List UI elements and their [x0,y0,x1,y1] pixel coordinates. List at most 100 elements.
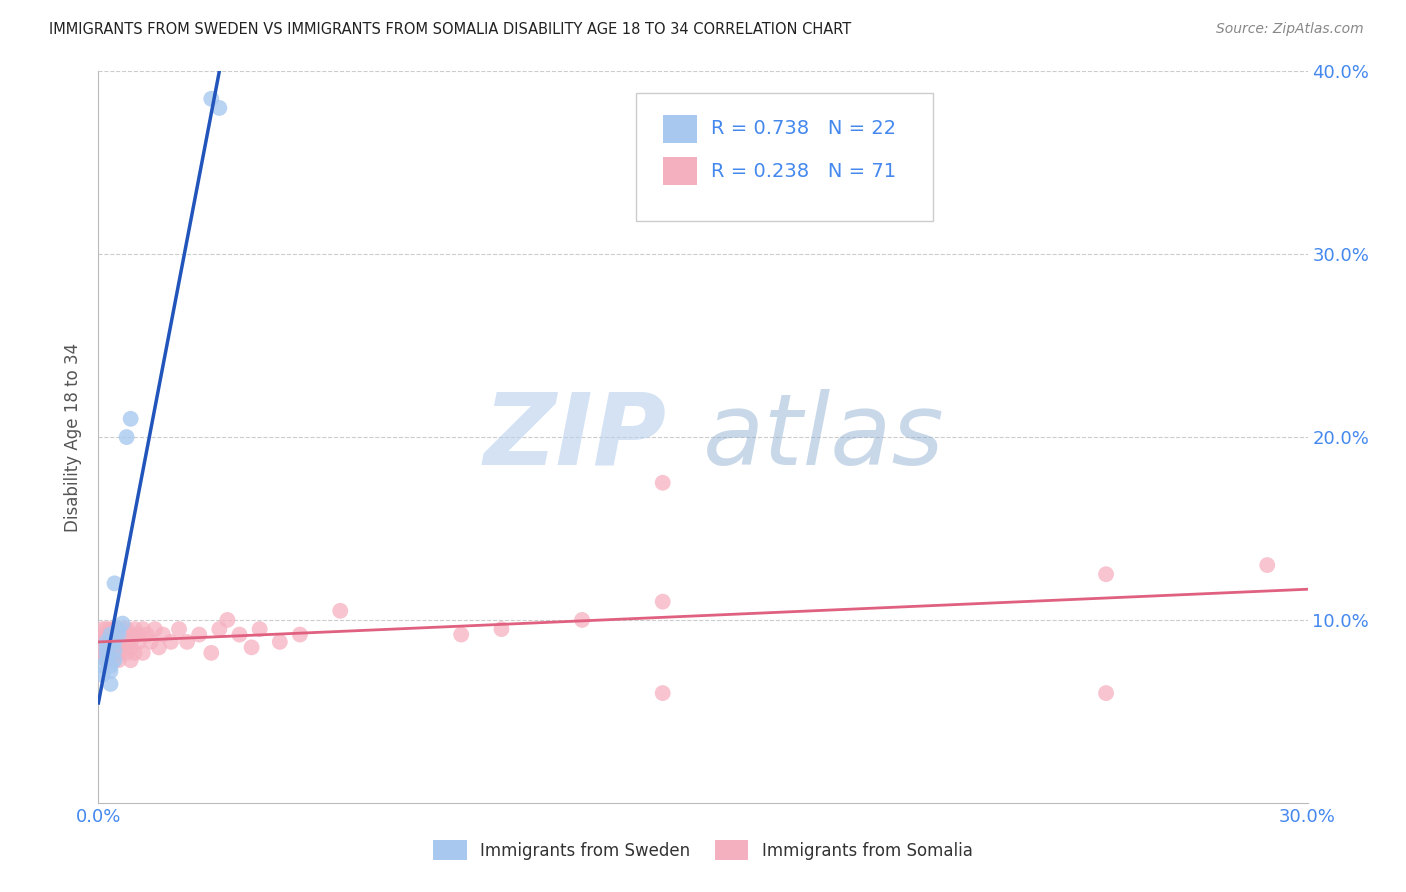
Point [107,622,129,636]
Point [111,627,134,641]
Point [120,627,142,641]
Point [107,622,129,636]
Point [571,613,593,627]
Point [100,627,122,641]
Point [132,646,155,660]
Point [107,646,129,660]
Point [217,613,239,627]
Point [491,622,513,636]
Point [651,686,673,700]
Point [240,640,263,655]
Point [208,622,231,636]
Point [91,667,114,681]
Point [228,627,250,641]
Text: Source: ZipAtlas.com: Source: ZipAtlas.com [1216,22,1364,37]
Point [96,646,118,660]
Point [100,640,122,655]
Point [100,677,122,691]
Point [120,640,142,655]
Legend: Immigrants from Sweden, Immigrants from Somalia: Immigrants from Sweden, Immigrants from … [433,840,973,860]
Point [120,653,142,667]
Point [96,635,118,649]
Point [200,92,222,106]
Point [115,635,138,649]
Point [96,653,118,667]
Point [96,639,118,653]
Point [91,632,114,646]
Point [103,632,125,646]
Point [100,627,122,641]
Point [651,594,673,608]
Point [188,627,211,641]
Point [288,627,311,641]
Point [91,646,114,660]
Point [124,646,146,660]
Point [167,622,190,636]
Point [115,632,138,646]
Point [200,646,222,660]
Point [103,635,125,649]
Y-axis label: Disability Age 18 to 34: Disability Age 18 to 34 [65,343,83,532]
Point [152,627,174,641]
Point [107,627,129,641]
Point [107,635,129,649]
Point [208,101,231,115]
Point [103,576,125,591]
Point [120,412,142,426]
Point [120,635,142,649]
Point [96,640,118,655]
Point [128,635,150,649]
FancyBboxPatch shape [637,94,932,221]
Point [103,622,125,636]
Point [132,622,155,636]
Point [1256,558,1278,573]
Point [107,653,129,667]
Text: IMMIGRANTS FROM SWEDEN VS IMMIGRANTS FROM SOMALIA DISABILITY AGE 18 TO 34 CORREL: IMMIGRANTS FROM SWEDEN VS IMMIGRANTS FRO… [49,22,852,37]
Text: ZIP: ZIP [484,389,666,485]
FancyBboxPatch shape [664,157,697,185]
FancyBboxPatch shape [664,115,697,143]
Point [651,475,673,490]
Point [329,604,352,618]
Point [103,644,125,658]
Point [96,653,118,667]
Point [103,635,125,649]
Point [100,664,122,678]
Point [100,635,122,649]
Point [103,640,125,655]
Text: R = 0.738   N = 22: R = 0.738 N = 22 [711,119,897,138]
Point [111,640,134,655]
Point [450,627,472,641]
Point [1095,686,1118,700]
Point [96,635,118,649]
Point [1095,567,1118,582]
Point [103,653,125,667]
Point [91,640,114,655]
Point [176,635,198,649]
Point [91,658,114,673]
Text: atlas: atlas [703,389,945,485]
Point [96,649,118,664]
Point [249,622,271,636]
Point [115,646,138,660]
Point [100,632,122,646]
Point [96,646,118,660]
Point [115,622,138,636]
Point [100,635,122,649]
Point [100,649,122,664]
Point [143,622,166,636]
Point [91,635,114,649]
Point [111,622,134,636]
Point [91,622,114,636]
Point [111,635,134,649]
Point [107,627,129,641]
Point [115,430,138,444]
Point [269,635,291,649]
Point [100,658,122,673]
Point [139,635,162,649]
Text: R = 0.238   N = 71: R = 0.238 N = 71 [711,162,897,181]
Point [100,622,122,636]
Point [96,622,118,636]
Point [124,622,146,636]
Point [96,627,118,641]
